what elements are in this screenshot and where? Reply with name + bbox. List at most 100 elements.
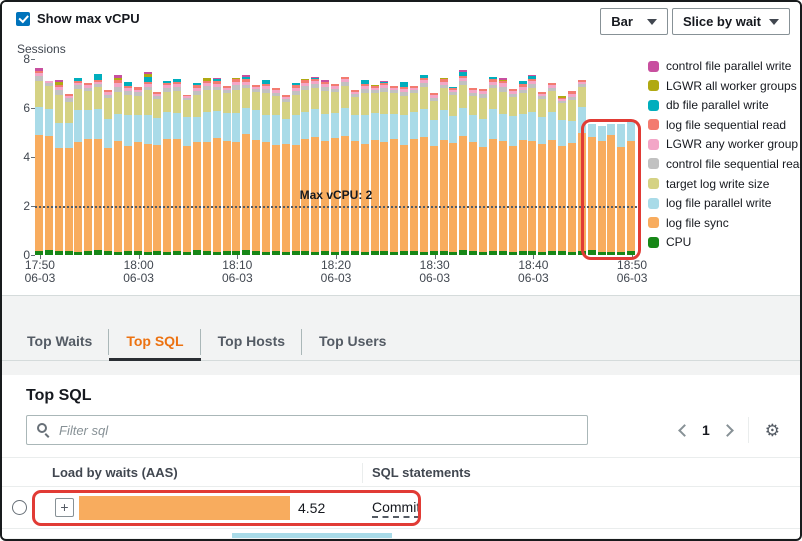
bar-segment [271,115,280,145]
row-radio-button[interactable] [12,500,27,515]
bar-segment [222,93,231,113]
bar-segment [143,114,152,145]
bar-segment [350,251,359,255]
bar-segment [331,112,340,139]
bar-segment [242,88,251,109]
chart-bar [380,80,389,255]
bar-segment [607,134,616,253]
bar-segment [449,143,458,253]
bar-segment [222,141,231,252]
gear-icon[interactable]: ⚙ [764,420,780,440]
chart-bar [301,79,310,255]
bar-segment [271,251,280,255]
bar-segment [538,98,547,118]
chart-bar [498,78,507,255]
bar-segment [469,142,478,252]
bar-segment [74,80,83,83]
y-tick-mark [31,59,35,60]
bar-segment [498,80,507,84]
bar-segment [567,96,576,101]
chart-bar [370,84,379,255]
chart-bar [163,80,172,255]
bar-segment [459,250,468,255]
bar-segment [429,251,438,255]
bar-segment [558,96,567,98]
legend-label: db file parallel write [666,98,769,113]
chart-bar [133,87,142,255]
bar-segment [488,88,497,110]
sql-statement-link[interactable]: Commit [372,499,421,518]
current-page[interactable]: 1 [701,422,710,438]
chart-bar [469,88,478,255]
chart-bar [587,123,596,255]
chart-bar [488,76,497,255]
bar-segment [390,85,399,88]
bar-segment [429,146,438,252]
bar-segment [340,85,349,108]
bar-segment [390,252,399,255]
bar-segment [183,252,192,255]
bar-segment [479,97,488,119]
legend-item: db file parallel write [648,98,800,113]
bar-segment [597,252,606,255]
bar-segment [54,122,63,149]
bar-segment [94,84,103,88]
tab-top-waits[interactable]: Top Waits [10,321,110,361]
bar-segment [488,81,497,85]
bar-segment [459,81,468,85]
sql-filter-field [26,415,588,445]
bar-segment [419,75,428,78]
bar-segment [54,148,63,252]
bar-segment [64,93,73,96]
previous-page-icon[interactable] [678,423,691,437]
bar-segment [548,90,557,112]
legend-swatch [648,119,659,131]
bar-segment [261,79,270,84]
bar-segment [528,76,537,79]
bar-segment [429,93,438,96]
bar-segment [44,136,53,251]
tab-top-hosts[interactable]: Top Hosts [201,321,303,361]
bar-segment [331,86,340,89]
bar-segment [567,91,576,94]
bar-segment [587,137,596,251]
bar-segment [281,144,290,253]
x-tick-mark [533,255,535,259]
bar-segment [192,85,201,88]
chart-bar [538,91,547,255]
tab-top-sql[interactable]: Top SQL [109,321,201,361]
bar-segment [321,90,330,115]
load-aas-bar [79,496,290,520]
bar-segment [340,82,349,86]
bar-segment [301,251,310,255]
bar-segment [331,84,340,87]
x-tick-mark [336,255,337,259]
next-page-icon[interactable] [720,423,734,437]
chart-type-dropdown[interactable]: Bar [600,8,668,35]
bar-segment [291,87,300,91]
tab-top-users[interactable]: Top Users [319,333,387,349]
bar-segment [439,251,448,255]
chart-bar [232,78,241,255]
bar-segment [558,120,567,147]
checkbox-checked-icon[interactable] [16,11,30,26]
bar-segment [232,84,241,90]
slice-by-dropdown[interactable]: Slice by wait [671,8,790,35]
bar-segment [153,117,162,145]
x-tick-mark [237,255,239,259]
bar-segment [528,81,537,84]
show-max-vcpu-checkbox[interactable]: Show max vCPU [16,11,140,26]
y-tick-mark [31,206,35,207]
bar-segment [400,95,409,116]
bar-segment [538,91,547,94]
bar-segment [321,114,330,142]
bar-segment [419,80,428,83]
filter-sql-input[interactable] [26,415,588,445]
chart-bar [74,78,83,255]
expand-row-button[interactable]: + [55,498,74,517]
bar-segment [232,89,241,113]
bar-segment [192,116,201,143]
bar-segment [558,98,567,101]
bar-segment [222,87,231,91]
bar-segment [242,133,251,251]
